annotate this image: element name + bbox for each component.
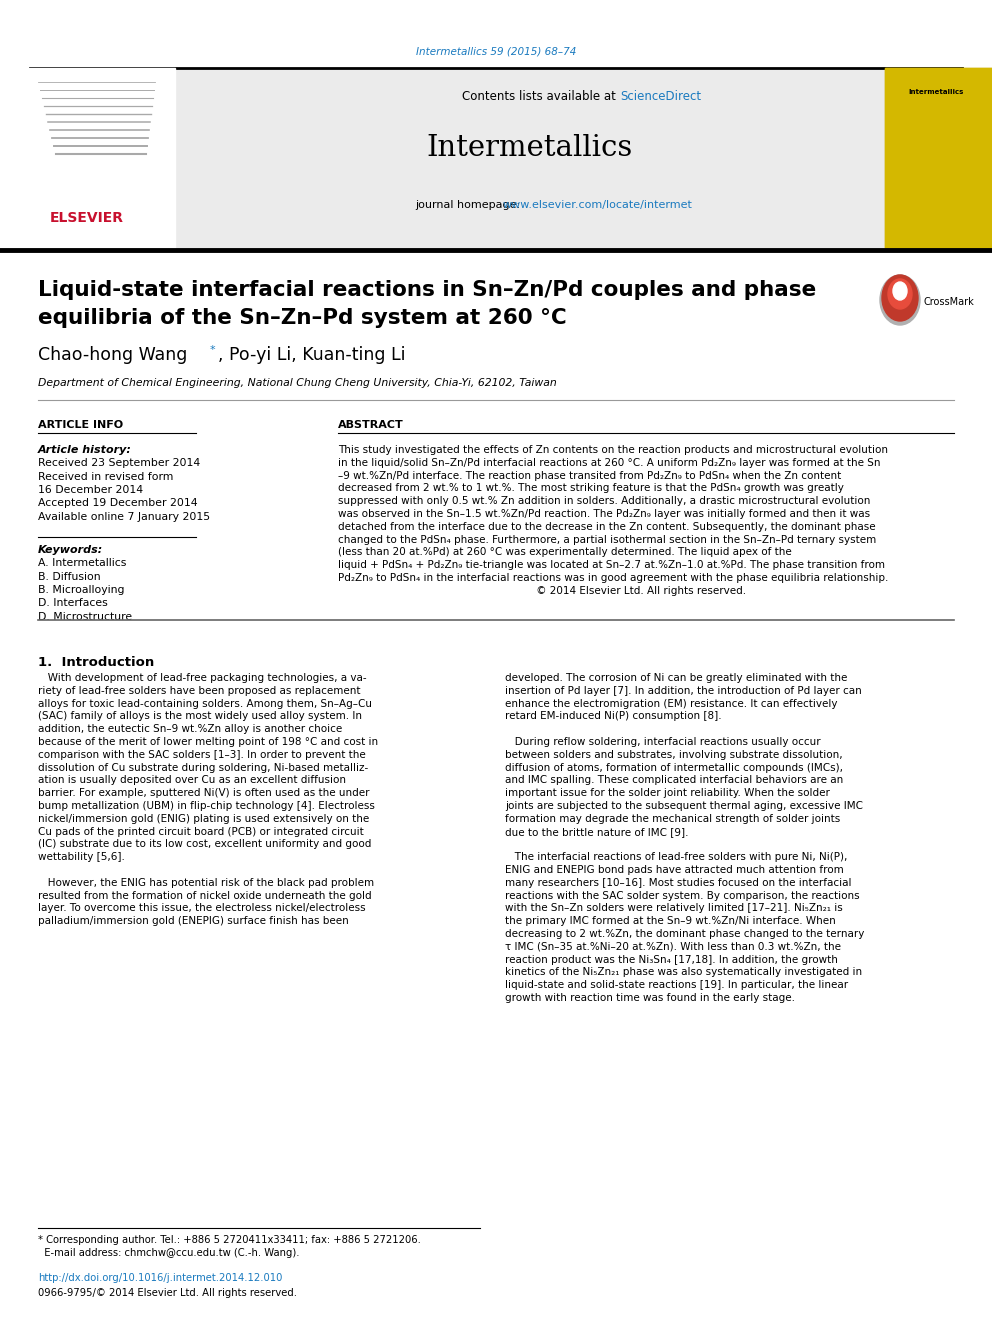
Text: © 2014 Elsevier Ltd. All rights reserved.: © 2014 Elsevier Ltd. All rights reserved… — [338, 586, 746, 595]
Text: palladium/immersion gold (ENEPIG) surface finish has been: palladium/immersion gold (ENEPIG) surfac… — [38, 917, 349, 926]
Text: decreasing to 2 wt.%Zn, the dominant phase changed to the ternary: decreasing to 2 wt.%Zn, the dominant pha… — [505, 929, 864, 939]
Text: many researchers [10–16]. Most studies focused on the interfacial: many researchers [10–16]. Most studies f… — [505, 877, 851, 888]
Text: http://dx.doi.org/10.1016/j.intermet.2014.12.010: http://dx.doi.org/10.1016/j.intermet.201… — [38, 1273, 283, 1283]
Text: journal homepage:: journal homepage: — [415, 200, 524, 210]
Text: CrossMark: CrossMark — [924, 296, 975, 307]
Text: formation may degrade the mechanical strength of solder joints: formation may degrade the mechanical str… — [505, 814, 840, 824]
Text: With development of lead-free packaging technologies, a va-: With development of lead-free packaging … — [38, 673, 367, 683]
Text: Accepted 19 December 2014: Accepted 19 December 2014 — [38, 499, 197, 508]
Text: (less than 20 at.%Pd) at 260 °C was experimentally determined. The liquid apex o: (less than 20 at.%Pd) at 260 °C was expe… — [338, 548, 792, 557]
Text: changed to the PdSn₄ phase. Furthermore, a partial isothermal section in the Sn–: changed to the PdSn₄ phase. Furthermore,… — [338, 534, 876, 545]
Text: kinetics of the Ni₅Zn₂₁ phase was also systematically investigated in: kinetics of the Ni₅Zn₂₁ phase was also s… — [505, 967, 862, 978]
Text: reaction product was the Ni₃Sn₄ [17,18]. In addition, the growth: reaction product was the Ni₃Sn₄ [17,18].… — [505, 955, 838, 964]
Text: equilibria of the Sn–Zn–Pd system at 260 °C: equilibria of the Sn–Zn–Pd system at 260… — [38, 308, 566, 328]
Text: alloys for toxic lead-containing solders. Among them, Sn–Ag–Cu: alloys for toxic lead-containing solders… — [38, 699, 372, 709]
Ellipse shape — [882, 275, 918, 321]
Text: insertion of Pd layer [7]. In addition, the introduction of Pd layer can: insertion of Pd layer [7]. In addition, … — [505, 685, 862, 696]
Text: bump metallization (UBM) in flip-chip technology [4]. Electroless: bump metallization (UBM) in flip-chip te… — [38, 800, 375, 811]
Text: diffusion of atoms, formation of intermetallic compounds (IMCs),: diffusion of atoms, formation of interme… — [505, 762, 843, 773]
Text: During reflow soldering, interfacial reactions usually occur: During reflow soldering, interfacial rea… — [505, 737, 820, 747]
Text: Chao-hong Wang: Chao-hong Wang — [38, 347, 187, 364]
Text: Intermetallics: Intermetallics — [909, 89, 963, 95]
Bar — [0, 67, 175, 250]
Text: The interfacial reactions of lead-free solders with pure Ni, Ni(P),: The interfacial reactions of lead-free s… — [505, 852, 847, 863]
Text: B. Diffusion: B. Diffusion — [38, 572, 100, 582]
Text: Received 23 September 2014: Received 23 September 2014 — [38, 458, 200, 468]
Text: This study investigated the effects of Zn contents on the reaction products and : This study investigated the effects of Z… — [338, 445, 888, 455]
Text: wettability [5,6].: wettability [5,6]. — [38, 852, 125, 863]
Text: layer. To overcome this issue, the electroless nickel/electroless: layer. To overcome this issue, the elect… — [38, 904, 366, 913]
Text: Intermetallics 59 (2015) 68–74: Intermetallics 59 (2015) 68–74 — [416, 48, 576, 57]
Text: Available online 7 January 2015: Available online 7 January 2015 — [38, 512, 210, 523]
Text: in the liquid/solid Sn–Zn/Pd interfacial reactions at 260 °C. A uniform Pd₂Zn₉ l: in the liquid/solid Sn–Zn/Pd interfacial… — [338, 458, 881, 468]
Text: nickel/immersion gold (ENIG) plating is used extensively on the: nickel/immersion gold (ENIG) plating is … — [38, 814, 369, 824]
Text: growth with reaction time was found in the early stage.: growth with reaction time was found in t… — [505, 994, 795, 1003]
Text: resulted from the formation of nickel oxide underneath the gold: resulted from the formation of nickel ox… — [38, 890, 372, 901]
Text: comparison with the SAC solders [1–3]. In order to prevent the: comparison with the SAC solders [1–3]. I… — [38, 750, 366, 759]
Text: due to the brittle nature of IMC [9].: due to the brittle nature of IMC [9]. — [505, 827, 688, 836]
Ellipse shape — [888, 279, 912, 310]
Text: because of the merit of lower melting point of 198 °C and cost in: because of the merit of lower melting po… — [38, 737, 378, 747]
Text: τ IMC (Sn–35 at.%Ni–20 at.%Zn). With less than 0.3 wt.%Zn, the: τ IMC (Sn–35 at.%Ni–20 at.%Zn). With les… — [505, 942, 841, 951]
Text: liquid + PdSn₄ + Pd₂Zn₉ tie-triangle was located at Sn–2.7 at.%Zn–1.0 at.%Pd. Th: liquid + PdSn₄ + Pd₂Zn₉ tie-triangle was… — [338, 560, 885, 570]
Text: E-mail address: chmchw@ccu.edu.tw (C.-h. Wang).: E-mail address: chmchw@ccu.edu.tw (C.-h.… — [38, 1248, 300, 1258]
Text: dissolution of Cu substrate during soldering, Ni-based metalliz-: dissolution of Cu substrate during solde… — [38, 762, 368, 773]
Text: reactions with the SAC solder system. By comparison, the reactions: reactions with the SAC solder system. By… — [505, 890, 860, 901]
Text: *: * — [210, 345, 215, 355]
Text: D. Microstructure: D. Microstructure — [38, 613, 132, 622]
Text: between solders and substrates, involving substrate dissolution,: between solders and substrates, involvin… — [505, 750, 842, 759]
Text: detached from the interface due to the decrease in the Zn content. Subsequently,: detached from the interface due to the d… — [338, 521, 876, 532]
Text: liquid-state and solid-state reactions [19]. In particular, the linear: liquid-state and solid-state reactions [… — [505, 980, 848, 990]
Text: developed. The corrosion of Ni can be greatly eliminated with the: developed. The corrosion of Ni can be gr… — [505, 673, 847, 683]
Text: ENIG and ENEPIG bond pads have attracted much attention from: ENIG and ENEPIG bond pads have attracted… — [505, 865, 844, 875]
Text: riety of lead-free solders have been proposed as replacement: riety of lead-free solders have been pro… — [38, 685, 360, 696]
Text: 1.  Introduction: 1. Introduction — [38, 655, 154, 668]
Text: B. Microalloying: B. Microalloying — [38, 585, 125, 595]
Text: A. Intermetallics: A. Intermetallics — [38, 558, 126, 568]
Text: ABSTRACT: ABSTRACT — [338, 419, 404, 430]
Text: joints are subjected to the subsequent thermal aging, excessive IMC: joints are subjected to the subsequent t… — [505, 800, 863, 811]
Bar — [885, 67, 992, 250]
Text: suppressed with only 0.5 wt.% Zn addition in solders. Additionally, a drastic mi: suppressed with only 0.5 wt.% Zn additio… — [338, 496, 870, 507]
Text: Contents lists available at: Contents lists available at — [462, 90, 620, 102]
Text: addition, the eutectic Sn–9 wt.%Zn alloy is another choice: addition, the eutectic Sn–9 wt.%Zn alloy… — [38, 724, 342, 734]
Text: was observed in the Sn–1.5 wt.%Zn/Pd reaction. The Pd₂Zn₉ layer was initially fo: was observed in the Sn–1.5 wt.%Zn/Pd rea… — [338, 509, 870, 519]
Text: ScienceDirect: ScienceDirect — [620, 90, 701, 102]
Text: decreased from 2 wt.% to 1 wt.%. The most striking feature is that the PdSn₄ gro: decreased from 2 wt.% to 1 wt.%. The mos… — [338, 483, 844, 493]
Bar — [175, 67, 885, 250]
Text: Article history:: Article history: — [38, 445, 132, 455]
Text: Cu pads of the printed circuit board (PCB) or integrated circuit: Cu pads of the printed circuit board (PC… — [38, 827, 364, 836]
Text: , Po-yi Li, Kuan-ting Li: , Po-yi Li, Kuan-ting Li — [218, 347, 406, 364]
Text: ARTICLE INFO: ARTICLE INFO — [38, 419, 123, 430]
Ellipse shape — [880, 275, 920, 325]
Text: (IC) substrate due to its low cost, excellent uniformity and good: (IC) substrate due to its low cost, exce… — [38, 839, 371, 849]
Text: D. Interfaces: D. Interfaces — [38, 598, 108, 609]
Ellipse shape — [893, 282, 907, 300]
Text: * Corresponding author. Tel.: +886 5 2720411x33411; fax: +886 5 2721206.: * Corresponding author. Tel.: +886 5 272… — [38, 1234, 421, 1245]
Text: Intermetallics: Intermetallics — [427, 134, 633, 161]
Text: –9 wt.%Zn/Pd interface. The reaction phase transited from Pd₂Zn₉ to PdSn₄ when t: –9 wt.%Zn/Pd interface. The reaction pha… — [338, 471, 841, 480]
Text: (SAC) family of alloys is the most widely used alloy system. In: (SAC) family of alloys is the most widel… — [38, 712, 362, 721]
Text: Pd₂Zn₉ to PdSn₄ in the interfacial reactions was in good agreement with the phas: Pd₂Zn₉ to PdSn₄ in the interfacial react… — [338, 573, 889, 583]
Text: ation is usually deposited over Cu as an excellent diffusion: ation is usually deposited over Cu as an… — [38, 775, 346, 786]
Text: However, the ENIG has potential risk of the black pad problem: However, the ENIG has potential risk of … — [38, 877, 374, 888]
Text: 0966-9795/© 2014 Elsevier Ltd. All rights reserved.: 0966-9795/© 2014 Elsevier Ltd. All right… — [38, 1289, 297, 1298]
Text: enhance the electromigration (EM) resistance. It can effectively: enhance the electromigration (EM) resist… — [505, 699, 837, 709]
Text: barrier. For example, sputtered Ni(V) is often used as the under: barrier. For example, sputtered Ni(V) is… — [38, 789, 369, 798]
Text: Department of Chemical Engineering, National Chung Cheng University, Chia-Yi, 62: Department of Chemical Engineering, Nati… — [38, 378, 557, 388]
Text: ELSEVIER: ELSEVIER — [50, 210, 124, 225]
Text: the primary IMC formed at the Sn–9 wt.%Zn/Ni interface. When: the primary IMC formed at the Sn–9 wt.%Z… — [505, 917, 835, 926]
Text: with the Sn–Zn solders were relatively limited [17–21]. Ni₅Zn₂₁ is: with the Sn–Zn solders were relatively l… — [505, 904, 843, 913]
Text: important issue for the solder joint reliability. When the solder: important issue for the solder joint rel… — [505, 789, 830, 798]
Text: Received in revised form: Received in revised form — [38, 471, 174, 482]
Text: and IMC spalling. These complicated interfacial behaviors are an: and IMC spalling. These complicated inte… — [505, 775, 843, 786]
Text: Keywords:: Keywords: — [38, 545, 103, 556]
Bar — [885, 67, 992, 250]
Text: retard EM-induced Ni(P) consumption [8].: retard EM-induced Ni(P) consumption [8]. — [505, 712, 721, 721]
Text: Liquid-state interfacial reactions in Sn–Zn/Pd couples and phase: Liquid-state interfacial reactions in Sn… — [38, 280, 816, 300]
Text: 16 December 2014: 16 December 2014 — [38, 486, 143, 495]
Text: www.elsevier.com/locate/intermet: www.elsevier.com/locate/intermet — [503, 200, 692, 210]
